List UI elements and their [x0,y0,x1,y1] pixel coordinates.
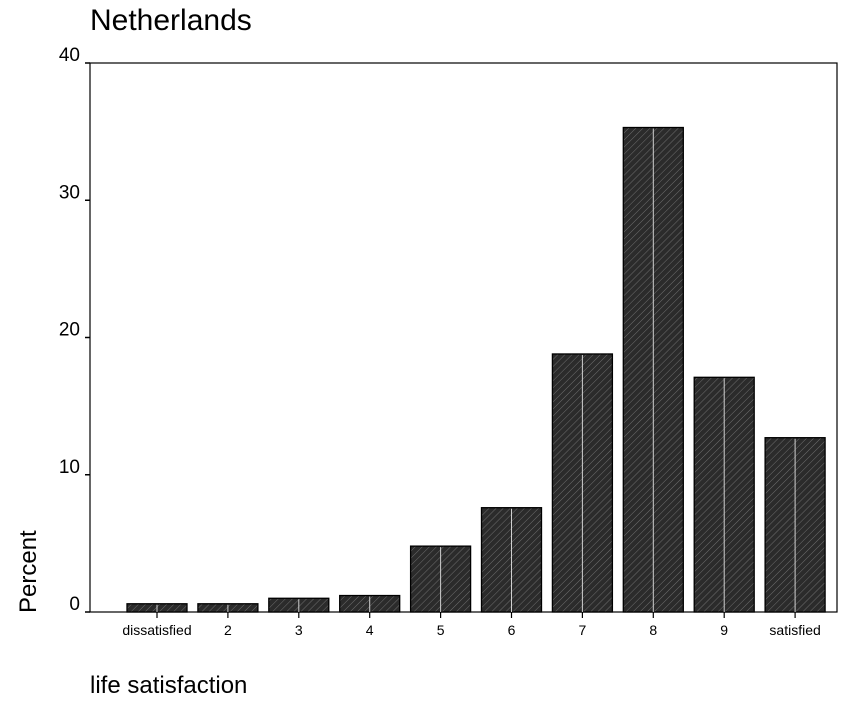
x-tick-label: 7 [579,622,587,638]
x-tick-label: 4 [366,622,374,638]
y-axis: 0 10 20 30 40 [59,45,90,615]
y-tick-label: 0 [69,594,80,615]
x-tick-label: 6 [508,622,516,638]
x-tick-label: 8 [649,622,657,638]
x-axis: dissatisfied 2 3 4 5 6 7 8 9 satisfied [122,612,821,638]
x-tick-label: dissatisfied [122,622,191,638]
x-tick-label: 3 [295,622,303,638]
bars [126,126,826,613]
x-tick-label: 9 [720,622,728,638]
x-tick-label: satisfied [769,622,820,638]
y-tick-label: 30 [59,182,80,203]
chart-title: Netherlands [90,4,252,37]
x-axis-label: life satisfaction [90,672,247,699]
y-tick-label: 40 [59,45,80,66]
y-tick-label: 10 [59,457,80,478]
x-tick-label: 5 [437,622,445,638]
y-axis-label: Percent [15,530,42,613]
x-tick-label: 2 [224,622,232,638]
y-tick-label: 20 [59,320,80,341]
